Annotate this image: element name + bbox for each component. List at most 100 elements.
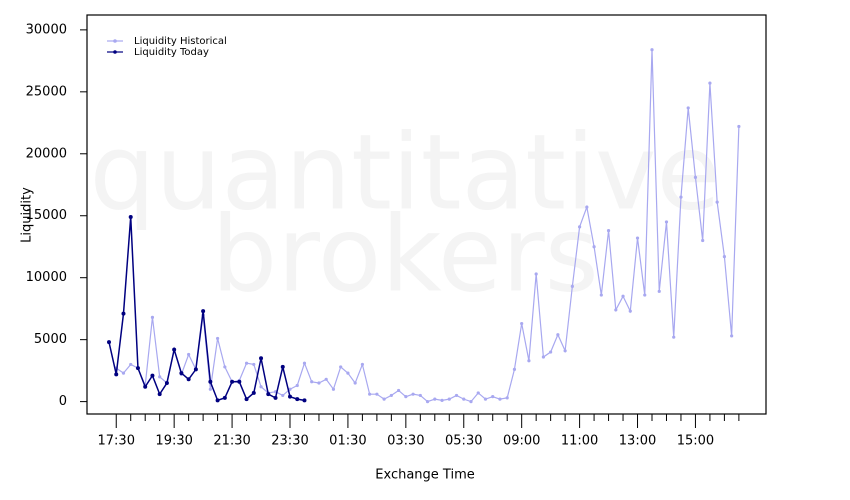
data-point xyxy=(222,395,227,400)
data-point xyxy=(715,200,719,204)
legend-marker xyxy=(113,39,117,43)
data-point xyxy=(491,395,495,399)
data-point xyxy=(186,377,191,382)
data-point xyxy=(592,245,596,249)
y-axis-label: Liquidity xyxy=(20,187,35,243)
data-point xyxy=(281,393,285,398)
data-point xyxy=(469,400,473,404)
data-point xyxy=(150,315,155,319)
data-point xyxy=(252,362,256,367)
data-point xyxy=(679,195,683,199)
data-point xyxy=(418,393,422,398)
data-point xyxy=(331,387,336,391)
data-point xyxy=(237,379,242,384)
data-point xyxy=(440,398,444,402)
data-point xyxy=(462,397,466,401)
data-point xyxy=(375,392,379,396)
data-point xyxy=(708,81,712,85)
data-point xyxy=(179,371,184,376)
data-point xyxy=(346,371,350,375)
x-axis-label: Exchange Time xyxy=(375,468,474,483)
data-point xyxy=(701,238,705,243)
data-point xyxy=(672,335,676,339)
data-point xyxy=(295,397,300,402)
x-tick-label: 09:00 xyxy=(503,434,540,449)
y-tick-label: 15000 xyxy=(26,208,67,223)
data-point xyxy=(382,397,386,401)
data-point xyxy=(556,333,560,337)
data-point xyxy=(158,375,162,379)
data-point xyxy=(650,48,654,52)
data-point xyxy=(585,205,589,209)
data-point xyxy=(498,397,502,401)
data-point xyxy=(201,309,206,314)
data-point xyxy=(143,384,148,389)
data-point xyxy=(549,350,553,354)
x-tick-label: 11:00 xyxy=(561,434,598,449)
data-point xyxy=(360,362,364,367)
data-point xyxy=(520,321,524,326)
data-point xyxy=(295,383,299,388)
y-tick-label: 25000 xyxy=(26,84,67,99)
data-point xyxy=(157,392,162,397)
data-point xyxy=(527,359,531,363)
x-tick-label: 01:30 xyxy=(329,434,366,449)
data-point xyxy=(404,395,408,399)
data-point xyxy=(317,381,321,385)
data-point xyxy=(114,372,119,377)
data-point xyxy=(121,311,126,316)
data-point xyxy=(302,361,307,365)
data-point xyxy=(353,381,357,385)
data-point xyxy=(606,229,611,233)
data-point xyxy=(193,367,198,372)
data-point xyxy=(187,352,191,357)
data-point xyxy=(288,387,292,391)
data-point xyxy=(397,388,401,393)
y-tick-label: 10000 xyxy=(26,270,67,285)
plot-frame xyxy=(86,14,767,415)
data-point xyxy=(664,220,669,224)
data-point xyxy=(310,380,314,384)
data-point xyxy=(259,356,264,361)
data-point xyxy=(266,392,271,397)
data-point xyxy=(216,336,220,341)
data-point xyxy=(433,397,437,401)
data-point xyxy=(172,347,177,352)
data-point xyxy=(208,387,212,391)
data-point xyxy=(722,255,727,259)
data-point xyxy=(563,349,567,353)
data-point xyxy=(244,361,249,365)
data-point xyxy=(135,366,140,371)
data-point xyxy=(614,308,618,312)
data-point xyxy=(273,395,278,400)
data-point xyxy=(635,236,640,240)
data-point xyxy=(599,293,603,297)
data-point xyxy=(244,397,249,402)
data-point xyxy=(628,309,632,313)
data-point xyxy=(730,334,734,338)
data-point xyxy=(259,385,263,389)
data-point xyxy=(150,373,155,378)
y-tick-label: 30000 xyxy=(26,22,67,37)
x-tick-label: 05:30 xyxy=(445,434,482,449)
x-tick-label: 15:00 xyxy=(677,434,714,449)
data-point xyxy=(129,362,133,367)
data-point xyxy=(339,365,343,369)
data-point xyxy=(505,396,509,400)
data-point xyxy=(164,381,169,386)
data-point xyxy=(288,394,292,399)
x-tick-label: 03:30 xyxy=(387,434,424,449)
legend-label: Liquidity Historical xyxy=(134,36,227,47)
x-tick-label: 21:30 xyxy=(213,434,250,449)
watermark: brokers xyxy=(211,193,599,315)
data-point xyxy=(107,340,111,345)
data-point xyxy=(324,377,328,381)
data-point xyxy=(534,272,538,276)
data-point xyxy=(128,214,133,219)
data-point xyxy=(621,294,625,298)
data-point xyxy=(454,393,459,398)
data-point xyxy=(570,284,574,288)
data-point xyxy=(578,225,582,229)
data-point xyxy=(643,293,647,297)
